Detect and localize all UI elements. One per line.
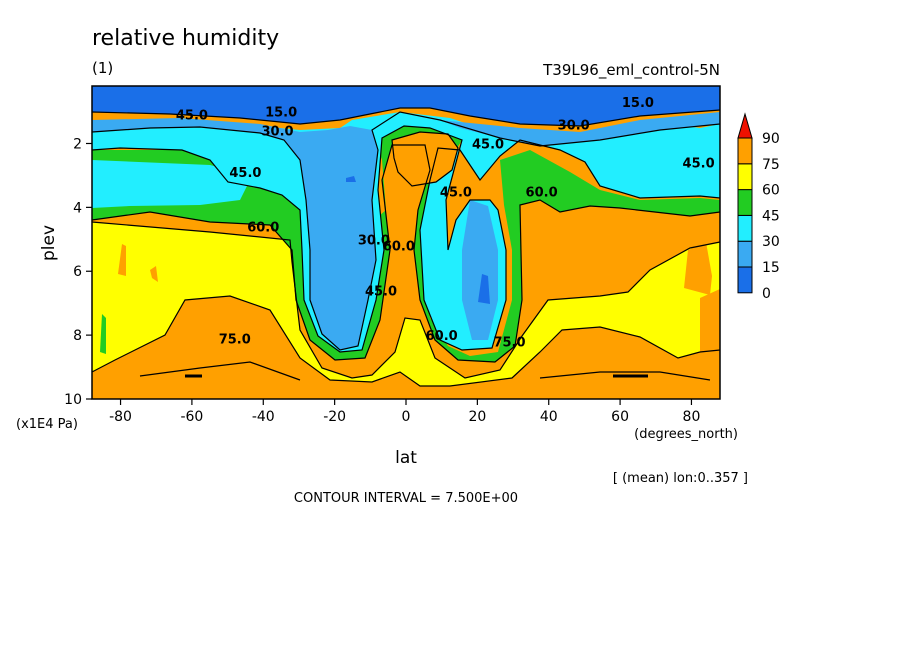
x-axis-label: lat [395, 448, 417, 468]
field-cyan [92, 112, 720, 352]
colorbar-level-label: 90 [762, 131, 780, 147]
y-axis-unit: (x1E4 Pa) [16, 417, 78, 432]
field-blue-north [462, 200, 498, 340]
contour-label: 30.0 [558, 118, 590, 133]
contour-label: 30.0 [358, 233, 390, 248]
y-tick-label: 10 [64, 392, 82, 408]
colorbar-swatch [737, 214, 753, 242]
y-tick-label: 6 [73, 264, 82, 280]
x-tick-label: -40 [252, 409, 275, 425]
colorbar-level-label: 75 [762, 157, 780, 173]
field-deep-blue-spot [346, 176, 356, 182]
x-tick-label: 0 [402, 409, 411, 425]
colorbar-swatch [737, 240, 753, 268]
contour-label: 45.0 [472, 137, 504, 152]
colorbar-level-label: 45 [762, 208, 780, 224]
contour-label: 15.0 [622, 96, 654, 111]
field-orange-patch [684, 242, 712, 295]
contour-label: 45.0 [229, 166, 261, 181]
contour-label: 60.0 [383, 240, 415, 255]
field-cyan-south [92, 160, 252, 208]
contour-label: 75.0 [493, 336, 525, 351]
contour-label: 45.0 [365, 284, 397, 299]
x-tick-label: -60 [180, 409, 203, 425]
field-deep-blue-spot [478, 274, 490, 304]
colorbar-swatch [737, 189, 753, 216]
x-tick-label: 40 [540, 409, 558, 425]
x-axis: -80 -60 -40 -20 0 20 40 60 80 [109, 399, 700, 425]
x-tick-label: 80 [683, 409, 701, 425]
x-tick-label: -20 [323, 409, 346, 425]
colorbar-overflow-triangle [737, 112, 753, 139]
colorbar-swatch [737, 266, 753, 294]
colorbar-swatch [737, 163, 753, 191]
contour-label: 75.0 [219, 332, 251, 347]
contour-label: 60.0 [247, 221, 279, 236]
contour-label: 60.0 [426, 329, 458, 344]
field-orange-streak [150, 266, 158, 282]
y-tick-label: 4 [73, 200, 82, 216]
x-tick-label: 20 [468, 409, 486, 425]
field-green-spot [100, 314, 106, 354]
x-axis-unit: (degrees_north) [634, 427, 738, 442]
y-tick-label: 2 [73, 136, 82, 152]
colorbar-swatch [737, 137, 753, 165]
colorbar-level-label: 30 [762, 234, 780, 250]
contour-lines [91, 107, 721, 387]
contour-label: 45.0 [176, 109, 208, 124]
run-label: T39L96_eml_control-5N [542, 61, 720, 80]
contour-label: 60.0 [526, 185, 558, 200]
field-deep-blue [92, 86, 720, 126]
x-tick-label: -80 [109, 409, 132, 425]
y-axis: 2 4 6 8 10 [64, 136, 92, 408]
colorbar-level-label: 0 [762, 286, 771, 302]
colorbar-level-label: 15 [762, 260, 780, 276]
field-blue-cap [440, 112, 720, 146]
contour-label: 15.0 [265, 106, 297, 121]
field-orange-streak [118, 244, 126, 276]
x-tick-label: 60 [611, 409, 629, 425]
contour-labels: 15.030.045.045.060.075.030.060.045.045.0… [176, 96, 715, 351]
contour-label: 30.0 [262, 125, 294, 140]
field-yellow [92, 222, 720, 386]
plot-area: 15.030.045.045.060.075.030.060.045.045.0… [91, 85, 721, 400]
mean-note: [ (mean) lon:0..357 ] [613, 471, 748, 486]
field-blue [92, 118, 378, 350]
colorbar-level-label: 60 [762, 183, 780, 199]
y-axis-label: plev [39, 225, 59, 261]
chart-title: relative humidity [92, 26, 279, 51]
contour-label: 45.0 [440, 185, 472, 200]
y-tick-label: 8 [73, 328, 82, 344]
contour-interval-note: CONTOUR INTERVAL = 7.500E+00 [294, 491, 518, 506]
colorbar: 0 15 30 45 60 75 90 [737, 112, 780, 302]
panel-label: (1) [92, 59, 113, 77]
contour-label: 45.0 [683, 157, 715, 172]
